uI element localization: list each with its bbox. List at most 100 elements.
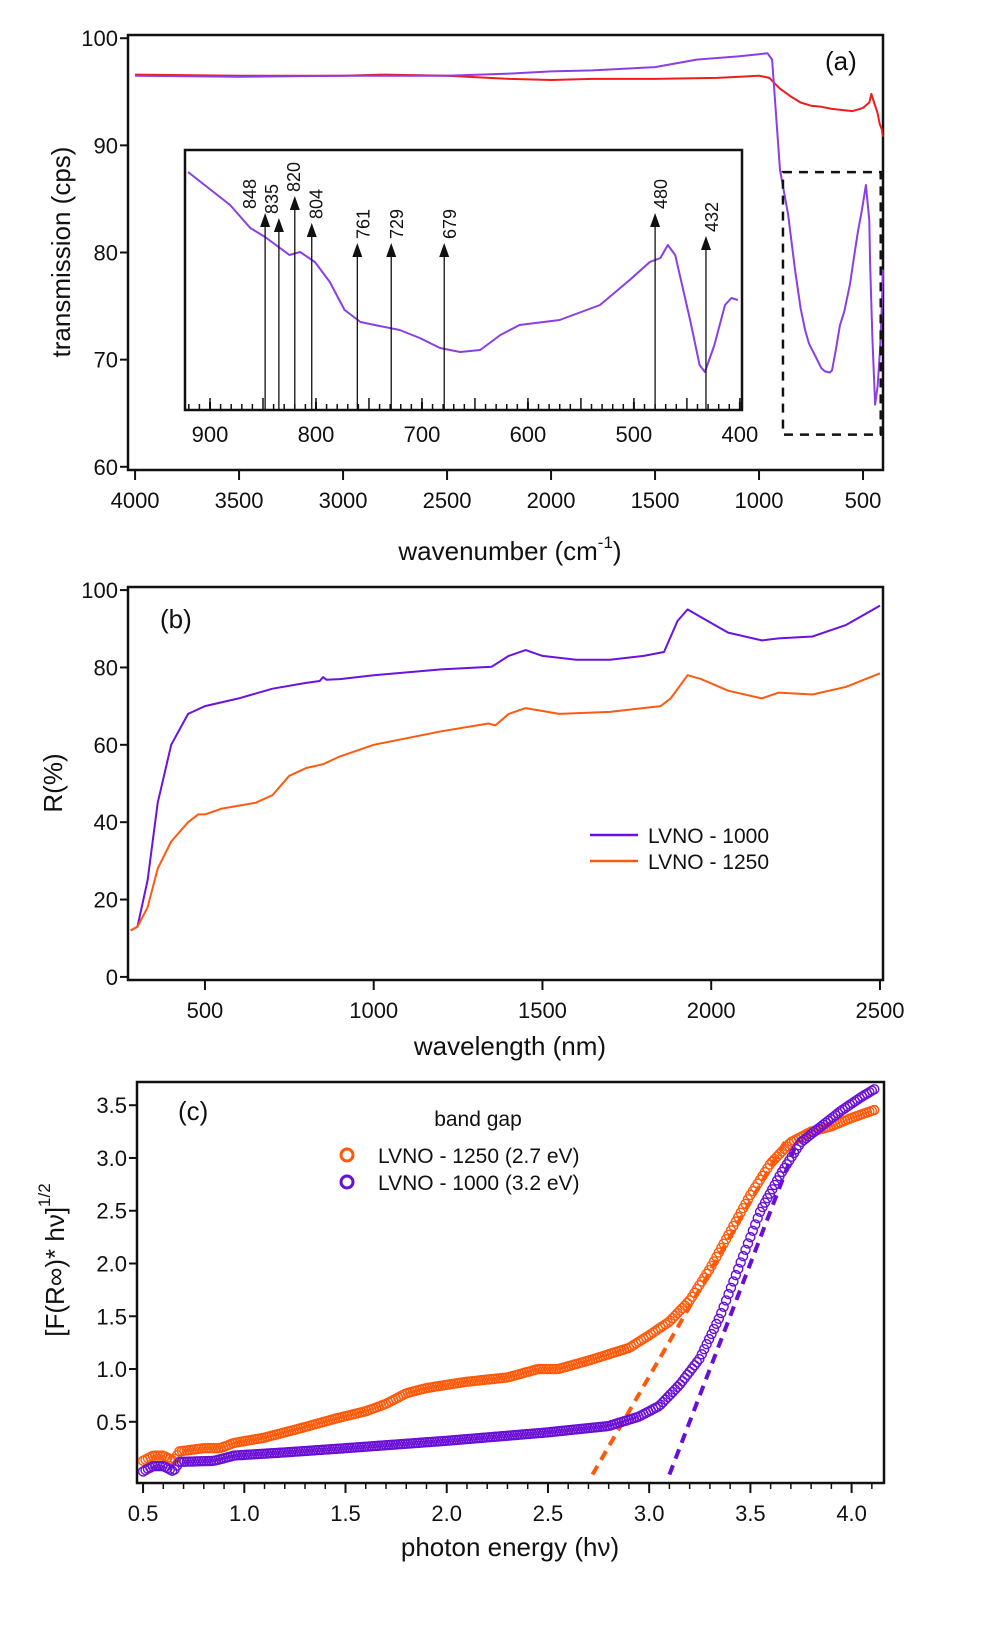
arrow-head-icon [650, 213, 661, 227]
legend-label-lvno-1000: LVNO - 1000 (3.2 eV) [378, 1172, 580, 1195]
data-point [701, 1338, 712, 1350]
series-line-a-series-0 [135, 73, 884, 137]
data-point [752, 1212, 763, 1224]
data-point [703, 1333, 715, 1345]
data-point [737, 1250, 749, 1262]
data-point [735, 1257, 746, 1268]
y-tick-label-a: 60 [94, 455, 118, 480]
data-point [708, 1323, 720, 1335]
x-tick-label-inset: 800 [298, 422, 335, 447]
data-point [747, 1225, 759, 1236]
peak-label-761: 761 [353, 209, 373, 239]
x-tick-label-a: 3000 [319, 488, 368, 513]
y-tick-label-b: 20 [94, 888, 118, 913]
plot-frame-b [126, 585, 885, 982]
peak-label-848: 848 [240, 179, 260, 209]
y-tick-label-c: 2.5 [96, 1199, 127, 1224]
legend-c: band gap LVNO - 1250 (2.7 eV) LVNO - 100… [339, 1108, 580, 1195]
x-tick-label-inset: 500 [616, 422, 653, 447]
x-tick-label-c: 2.5 [533, 1501, 564, 1526]
x-tick-label-c: 1.0 [229, 1501, 260, 1526]
data-point [728, 1276, 739, 1287]
y-tick-label-a: 80 [94, 241, 118, 266]
legend-marker-lvno-1000 [339, 1174, 355, 1190]
x-axis-label-a: wavenumber (cm-1) [397, 533, 621, 566]
y-tick-label-c: 3.5 [96, 1093, 127, 1118]
data-point [716, 1307, 727, 1319]
plot-frame-inset [183, 148, 744, 412]
x-tick-label-c: 1.5 [330, 1501, 361, 1526]
series-line-b-lvno-1250 [130, 672, 881, 932]
legend-marker-lvno-1250 [339, 1147, 355, 1163]
x-tick-label-a: 2000 [527, 488, 576, 513]
data-point [711, 1318, 722, 1330]
x-tick-label-b: 1000 [349, 998, 398, 1023]
x-tick-label-c: 0.5 [128, 1501, 159, 1526]
x-tick-label-inset: 700 [404, 422, 441, 447]
fit-line-lvno-1250-2-7-ev- [590, 1141, 787, 1476]
peak-label-679: 679 [440, 209, 460, 239]
peak-label-835: 835 [262, 184, 282, 214]
peak-label-729: 729 [387, 209, 407, 239]
arrow-head-icon [260, 213, 271, 227]
x-tick-label-a: 500 [845, 488, 882, 513]
x-tick-label-inset: 900 [192, 422, 229, 447]
x-tick-label-c: 3.0 [634, 1501, 665, 1526]
data-point [699, 1343, 710, 1355]
x-tick-label-a: 2500 [423, 488, 472, 513]
data-point [706, 1328, 717, 1340]
x-tick-label-c: 2.0 [431, 1501, 462, 1526]
panel-label-b: (b) [160, 604, 192, 634]
y-tick-label-c: 2.0 [96, 1252, 127, 1277]
y-tick-label-a: 100 [81, 26, 118, 51]
x-axis-label-c: photon energy (hν) [401, 1532, 619, 1562]
arrow-head-icon [273, 218, 284, 232]
y-axis-label-b: R(%) [38, 753, 68, 812]
x-tick-label-c: 4.0 [836, 1501, 867, 1526]
data-point [869, 1084, 880, 1095]
arrow-head-icon [700, 236, 711, 250]
data-point [672, 1381, 683, 1393]
y-tick-label-c: 1.5 [96, 1304, 127, 1329]
legend-title: band gap [434, 1108, 522, 1131]
data-point [733, 1263, 744, 1274]
arrow-head-icon [306, 223, 317, 237]
series-line-a-series-1 [135, 52, 884, 406]
x-tick-label-a: 1000 [735, 488, 784, 513]
x-tick-label-a: 1500 [631, 488, 680, 513]
series-line-inset-series-0 [187, 171, 739, 373]
y-axis-label-c: [F(R∞)* hν]1/2 [35, 1183, 70, 1336]
peak-label-804: 804 [307, 189, 327, 219]
data-point [696, 1349, 708, 1360]
legend-label-lvno-1250: LVNO - 1250 [648, 851, 769, 874]
panel-label-a: (a) [825, 46, 857, 76]
data-point [742, 1238, 754, 1249]
y-tick-label-a: 90 [94, 133, 118, 158]
x-tick-label-a: 3500 [215, 488, 264, 513]
data-point [669, 1384, 681, 1395]
y-tick-label-b: 60 [94, 733, 118, 758]
legend-label-lvno-1000: LVNO - 1000 [648, 825, 769, 848]
y-tick-label-b: 40 [94, 810, 118, 835]
arrow-head-icon [386, 243, 397, 257]
data-point [720, 1295, 732, 1306]
peak-label-432: 432 [702, 202, 722, 232]
arrow-head-icon [289, 196, 300, 210]
x-tick-label-b: 500 [187, 998, 224, 1023]
data-point [691, 1356, 703, 1368]
data-point [725, 1282, 737, 1293]
x-axis-label-b: wavelength (nm) [413, 1031, 606, 1061]
peak-label-820: 820 [284, 162, 304, 192]
data-point [674, 1305, 686, 1316]
arrow-head-icon [439, 243, 450, 257]
y-axis-label-a: transmission (cps) [46, 147, 76, 358]
fit-line-lvno-1000-3-2-ev- [667, 1146, 797, 1476]
x-tick-label-inset: 400 [722, 422, 759, 447]
data-point [866, 1085, 878, 1096]
y-tick-label-b: 0 [106, 965, 118, 990]
x-tick-label-b: 1500 [518, 998, 567, 1023]
data-point [660, 1394, 671, 1405]
legend-label-lvno-1250: LVNO - 1250 (2.7 eV) [378, 1145, 580, 1168]
x-tick-label-inset: 600 [510, 422, 547, 447]
